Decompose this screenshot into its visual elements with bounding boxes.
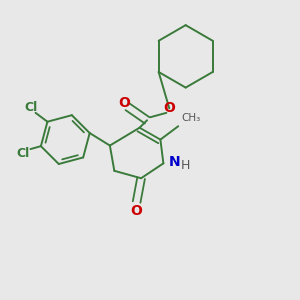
Text: Cl: Cl xyxy=(16,147,30,160)
Text: CH₃: CH₃ xyxy=(181,113,200,123)
Text: O: O xyxy=(164,101,175,116)
Text: O: O xyxy=(131,204,142,218)
Text: O: O xyxy=(118,96,130,110)
Text: N: N xyxy=(169,155,181,169)
Text: Cl: Cl xyxy=(25,101,38,114)
Text: H: H xyxy=(181,159,190,172)
